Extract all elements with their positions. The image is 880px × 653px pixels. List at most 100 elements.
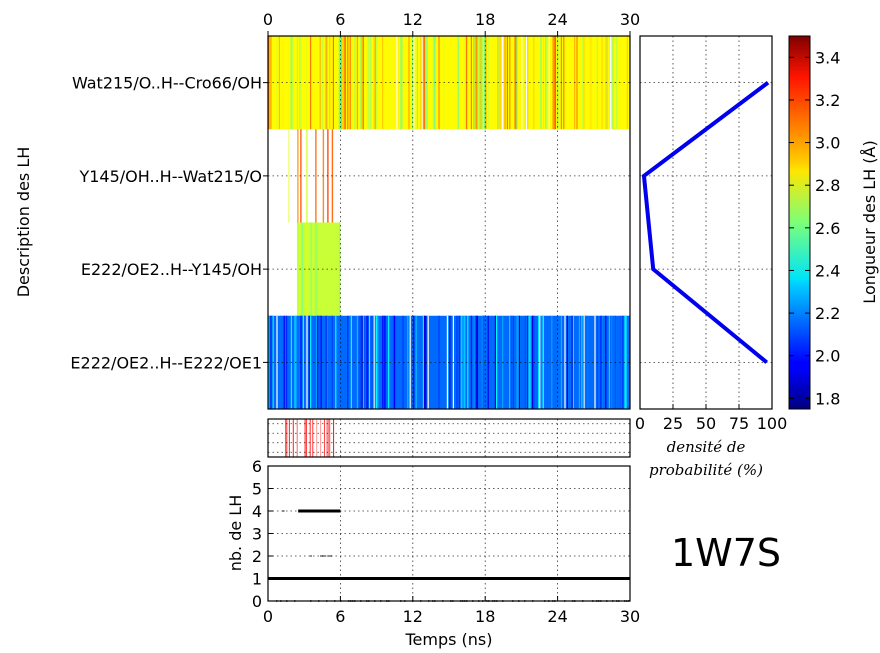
heatmap-stripe (383, 315, 385, 409)
heatmap-stripe (509, 36, 511, 130)
colorbar-tick-label: 2.0 (815, 347, 840, 366)
heatmap-stripe (396, 36, 398, 130)
heatmap-stripe (563, 36, 565, 130)
heatmap-stripe (382, 36, 384, 130)
count-point (320, 555, 322, 557)
heatmap-stripe (373, 315, 375, 409)
heatmap-stripe (460, 315, 462, 409)
heatmap-stripe (382, 315, 384, 409)
heatmap-bars (268, 36, 630, 409)
event-mark (312, 419, 314, 457)
count-y-ticks: 0 1 2 3 4 5 6 (252, 457, 273, 611)
density-xlabel-line2: probabilité (%) (649, 461, 763, 479)
density-frame (639, 35, 773, 410)
heatmap-top-tick-label: 12 (403, 10, 423, 29)
heatmap-stripe (368, 315, 370, 409)
heatmap-ylabel: Description des LH (14, 147, 33, 298)
density-tick-label: 50 (696, 414, 716, 433)
heatmap-stripe (422, 315, 424, 409)
heatmap-stripe (347, 315, 349, 409)
heatmap-stripe (594, 315, 596, 409)
heatmap-stripe (415, 315, 417, 409)
heatmap-stripe (316, 315, 318, 409)
heatmap-stripe (325, 36, 327, 130)
count-point (322, 555, 324, 557)
heatmap-stripe (392, 315, 394, 409)
heatmap-stripe (315, 129, 317, 223)
density-line (641, 81, 770, 364)
heatmap-stripe (413, 36, 415, 130)
heatmap-row-label: E222/OE2..H--Y145/OH (81, 260, 262, 279)
heatmap-row-label: E222/OE2..H--E222/OE1 (70, 353, 262, 372)
heatmap-stripe (338, 36, 340, 130)
event-mark (320, 419, 322, 457)
heatmap-stripe (424, 315, 426, 409)
heatmap-stripe (414, 315, 416, 409)
heatmap-stripe (527, 36, 529, 130)
heatmap-stripe (427, 315, 429, 409)
heatmap-stripe (590, 36, 592, 130)
event-strip-panel (267, 418, 631, 458)
heatmap-stripe (270, 315, 272, 409)
heatmap-stripe (571, 315, 573, 409)
heatmap-stripe (463, 315, 465, 409)
count-x-ticks: 0 6 12 18 24 30 (263, 596, 640, 626)
heatmap-stripe (310, 315, 312, 409)
heatmap-stripe (347, 36, 349, 130)
heatmap-stripe (473, 36, 475, 130)
heatmap-stripe (464, 36, 466, 130)
heatmap-stripe (432, 36, 434, 130)
heatmap-stripe (388, 315, 390, 409)
heatmap-stripe (310, 36, 312, 130)
count-grid (267, 465, 631, 602)
heatmap-stripe (476, 315, 478, 409)
heatmap-stripe (302, 315, 304, 409)
heatmap-stripe (512, 315, 514, 409)
heatmap-stripe (504, 36, 506, 130)
event-mark (304, 419, 306, 457)
heatmap-stripe (397, 36, 399, 130)
heatmap-stripe (514, 36, 516, 130)
heatmap-stripe (467, 315, 469, 409)
count-point (328, 555, 330, 557)
event-mark (305, 419, 307, 457)
heatmap-stripe (562, 36, 564, 130)
heatmap-stripe (518, 315, 520, 409)
pdb-code: 1W7S (671, 531, 781, 575)
count-x-tick-label: 24 (547, 607, 567, 626)
density-tick-label: 100 (757, 414, 788, 433)
colorbar-tick-label: 2.6 (815, 219, 840, 238)
heatmap-stripe (589, 36, 591, 130)
heatmap-stripe (306, 36, 308, 130)
event-mark (327, 419, 329, 457)
count-point (324, 555, 326, 557)
count-point (330, 555, 332, 557)
heatmap-stripe (377, 315, 379, 409)
heatmap-row-label: Y145/OH..H--Wat215/O (78, 167, 262, 186)
heatmap-stripe (350, 315, 352, 409)
density-x-ticks: 0 25 50 75 100 (635, 404, 787, 433)
heatmap-stripe (449, 315, 451, 409)
colorbar-tick-label: 2.8 (815, 176, 840, 195)
heatmap-stripe (616, 36, 618, 130)
heatmap-stripe (297, 129, 299, 223)
heatmap-stripe (539, 315, 541, 409)
heatmap-stripe (558, 315, 560, 409)
heatmap-stripe (424, 36, 426, 130)
colorbar-label: Longueur des LH (Å) (860, 140, 879, 303)
colorbar-tick-label: 1.8 (815, 389, 840, 408)
heatmap-stripe (581, 315, 583, 409)
heatmap-stripe (338, 222, 341, 316)
heatmap-stripe (409, 315, 411, 409)
heatmap-stripe (478, 36, 480, 130)
heatmap-stripe (473, 315, 475, 409)
density-tick-label: 25 (663, 414, 683, 433)
colorbar-tick-label: 3.0 (815, 134, 840, 153)
heatmap-top-tick-label: 30 (620, 10, 640, 29)
density-panel: 0 25 50 75 100 densité de probabilité (%) (635, 35, 787, 479)
heatmap-stripe (608, 36, 610, 130)
colorbar-tick-label: 3.2 (815, 91, 840, 110)
count-y-tick-label: 6 (252, 457, 262, 476)
heatmap-stripe (270, 36, 272, 130)
